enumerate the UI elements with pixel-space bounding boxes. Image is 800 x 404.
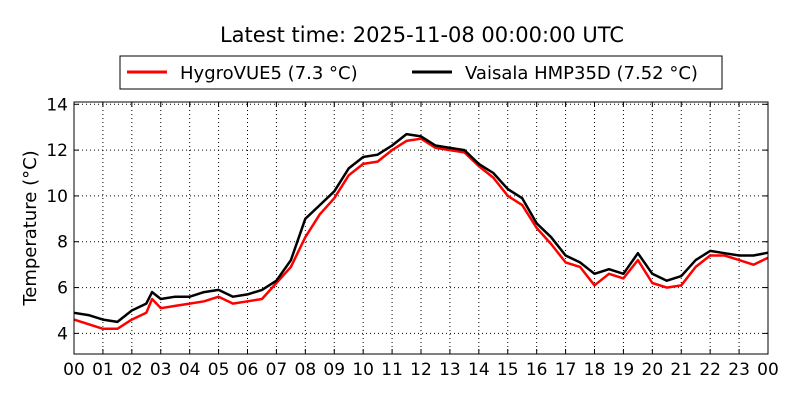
- chart-title: Latest time: 2025-11-08 00:00:00 UTC: [220, 23, 624, 47]
- series-lines: [73, 132, 769, 331]
- x-tick-label: 05: [208, 360, 230, 380]
- y-tick-label: 12: [46, 141, 68, 161]
- y-tick-label: 6: [57, 279, 68, 299]
- x-tick-label: 18: [584, 360, 606, 380]
- x-tick-label: 03: [150, 360, 172, 380]
- x-tick-label: 08: [295, 360, 317, 380]
- x-tick-label: 21: [670, 360, 692, 380]
- x-tick-label: 12: [410, 360, 432, 380]
- axis-ticks: 00 01 02 03 04 05 06 07 08 09 10 11 12 13 14 15 16 17 18 19…: [46, 95, 778, 380]
- x-tick-label: 22: [699, 360, 721, 380]
- x-tick-label: 23: [728, 360, 750, 380]
- x-tick-label: 00: [757, 360, 779, 380]
- x-tick-label: 09: [323, 360, 345, 380]
- series-line-hygrovue5: [73, 137, 769, 331]
- x-tick-label: 17: [555, 360, 577, 380]
- legend: HygroVUE5 (7.3 °C) Vaisala HMP35D (7.52 …: [119, 55, 723, 90]
- x-tick-label: 11: [381, 360, 403, 380]
- y-tick-label: 14: [46, 95, 68, 115]
- x-tick-label: 00: [63, 360, 85, 380]
- x-tick-label: 19: [613, 360, 635, 380]
- x-tick-label: 15: [497, 360, 519, 380]
- x-tick-label: 02: [121, 360, 143, 380]
- x-tick-label: 13: [439, 360, 461, 380]
- legend-label-hygrovue5: HygroVUE5 (7.3 °C): [180, 63, 358, 84]
- x-tick-label: 14: [468, 360, 490, 380]
- x-tick-label: 16: [526, 360, 548, 380]
- y-axis-label: Temperature (°C): [20, 150, 41, 306]
- x-tick-label: 04: [179, 360, 201, 380]
- legend-box: [119, 55, 723, 90]
- y-tick-label: 10: [46, 187, 68, 207]
- legend-label-vaisala: Vaisala HMP35D (7.52 °C): [465, 63, 698, 84]
- x-tick-label: 01: [92, 360, 114, 380]
- x-tick-label: 10: [352, 360, 374, 380]
- x-tick-label: 20: [642, 360, 664, 380]
- x-tick-label: 06: [237, 360, 259, 380]
- series-line-vaisala: [73, 132, 769, 324]
- x-tick-label: 07: [266, 360, 288, 380]
- y-tick-label: 4: [57, 324, 68, 344]
- y-tick-label: 8: [57, 233, 68, 253]
